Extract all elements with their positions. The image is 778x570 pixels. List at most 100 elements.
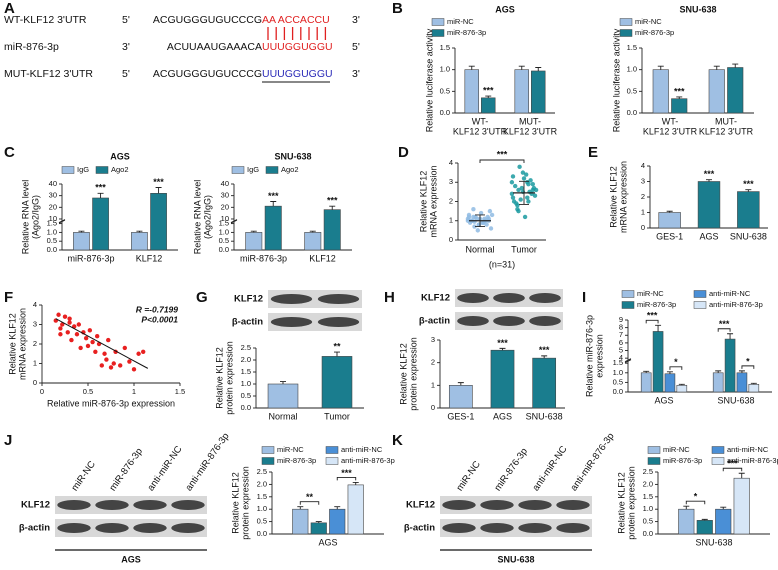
legend-swatch [231,166,245,174]
legend-label: anti-miR-NC [727,445,769,454]
significance: ** [306,492,314,502]
panel-label: B [392,0,403,17]
sequence-end: 5' [352,41,360,53]
sequence-end: 3' [352,68,360,80]
bar [733,477,750,535]
significance: * [674,357,678,367]
panel-label: I [582,289,586,306]
blot-band [529,293,561,303]
y-tick-label: 3 [449,177,453,186]
sequence-end: 3' [352,14,360,26]
data-point [102,351,107,356]
legend-swatch [95,166,109,174]
data-point [472,224,477,229]
bar [448,385,473,409]
error-bar [334,351,340,357]
legend-label: miR-876-3p [663,456,702,465]
blot-band [529,316,561,326]
significance: *** [483,85,494,95]
y-tick-label: 0.0 [219,245,229,254]
y-tick-label: 2 [33,339,37,348]
blot-row-label: KLF12 [234,294,263,305]
data-point [478,210,484,216]
error-bar [541,355,548,359]
annotation: R =-0.7199 [136,304,179,314]
y-tick-label: 7 [619,330,623,339]
y-tick-label: 0.0 [47,245,57,254]
data-point [482,216,487,222]
error-bar [727,333,734,340]
blot-band [457,293,489,303]
data-point [78,345,83,351]
data-point [520,170,526,175]
error-bar [706,179,712,182]
error-bar [457,382,464,386]
x-tick-label: GES-1 [447,411,474,421]
y-axis-label: Relative RNA level [192,180,202,255]
sd-bar [475,214,485,227]
data-point [533,187,539,193]
legend-swatch [693,290,707,298]
y-axis-label: protein expression [626,466,636,540]
y-tick-label: 0.5 [440,86,450,95]
axis-break [624,358,632,363]
data-point [58,332,63,337]
error-bar [535,67,542,71]
y-tick-label: 1.5 [613,358,623,367]
data-point [74,332,80,337]
x-tick-label: SNU-638 [730,231,767,241]
significance: *** [727,459,738,469]
legend-swatch [431,29,445,37]
axis-break [230,219,238,224]
x-tick-label: KLF12 3'UTR [503,126,558,136]
significance: *** [95,183,106,193]
y-tick-label: 0 [449,235,453,244]
y-axis-label: expression [594,334,604,378]
legend-swatch [647,457,661,465]
legend-swatch [61,166,75,174]
panel-label: E [588,144,598,161]
error-bar [655,324,662,332]
error-bar [309,230,316,233]
blot-strip [55,519,207,537]
error-bar [280,381,286,384]
x-tick-label: AGS [493,411,512,421]
data-point [528,178,533,183]
blot-strip [440,519,592,537]
sequence-name: WT-KLF12 3'UTR [4,14,87,26]
y-tick-label: 0.0 [257,529,267,538]
y-tick-label: 0 [431,403,435,412]
data-point [93,349,98,354]
y-tick-label: 2 [449,196,453,205]
y-tick-label: 1.0 [440,65,450,74]
y-tick-label: 8 [619,323,623,332]
blot-band [171,500,205,510]
bracket [336,476,357,481]
x-tick-label: MUT- [519,116,541,126]
data-point [108,365,114,370]
data-point [524,172,529,177]
y-tick-label: 1.5 [219,219,229,228]
error-bar [499,347,506,351]
x-axis-label: (n=31) [489,259,515,269]
blot-row-label: β-actin [419,316,450,327]
x-tick-label: KLF12 [136,253,163,263]
data-point [517,164,522,170]
bar [490,349,515,409]
y-tick-label: 1.0 [627,65,637,74]
error-bar [352,481,359,485]
data-point [481,220,486,225]
bar [697,181,721,229]
data-point [488,226,494,231]
blot-row-label: β-actin [232,317,263,328]
y-tick-label: 10 [49,214,57,223]
x-tick-label: Normal [268,411,297,421]
chart-title: SNU-638 [679,4,716,14]
error-bar [136,230,143,233]
blot-band [556,523,590,533]
bracket [741,365,755,369]
x-tick-label: KLF12 3'UTR [643,126,698,136]
blot-band [317,294,360,304]
data-point [530,181,535,187]
